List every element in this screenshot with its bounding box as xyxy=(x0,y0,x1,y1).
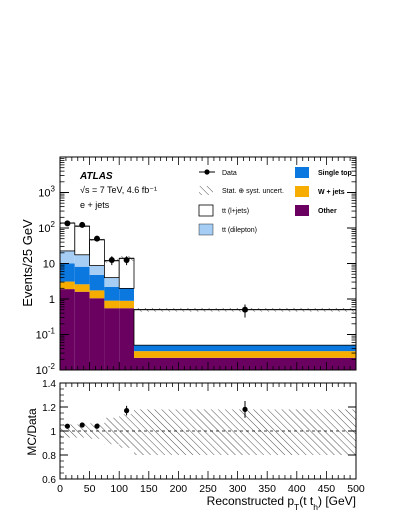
bar-w-jets-4 xyxy=(119,300,134,309)
ratio-point-2 xyxy=(94,423,100,429)
x-tick-label-5: 250 xyxy=(199,483,217,495)
ratio-point-4 xyxy=(242,406,248,412)
energy-label: √s = 7 TeV, 4.6 fb⁻¹ xyxy=(80,185,157,195)
bar-w-jets-3 xyxy=(104,300,120,309)
ratio-band-bin-1 xyxy=(74,424,90,438)
svg-text:W + jets: W + jets xyxy=(318,189,345,196)
legend-item-other: Other xyxy=(295,205,337,216)
bar-w-jets-5 xyxy=(134,351,356,358)
x-tick-label-9: 450 xyxy=(318,483,336,495)
bar-other-1 xyxy=(74,291,90,370)
svg-text:Other: Other xyxy=(318,208,337,215)
x-tick-label-10: 500 xyxy=(347,483,365,495)
stack-bars xyxy=(59,222,357,370)
ratio-y-axis: 0.6 0.8 1 1.2 1.4 xyxy=(42,379,356,486)
ratio-band-bin-3 xyxy=(104,417,120,445)
ratio-point-0 xyxy=(64,423,70,429)
bar-tt-l-jets--1 xyxy=(74,225,91,256)
channel-label: e + jets xyxy=(80,200,110,210)
bar-single-top-5 xyxy=(134,345,356,352)
legend-item-uncertainty: Stat. ⊕ syst. uncert. xyxy=(199,186,284,195)
bar-tt-dilepton--3 xyxy=(104,277,120,287)
bar-single-top-4 xyxy=(119,288,134,301)
svg-text:Stat. ⊕ syst. uncert.: Stat. ⊕ syst. uncert. xyxy=(222,188,284,195)
ratio-y-tick-label-2: 1 xyxy=(50,427,56,438)
legend-item-data: Data xyxy=(199,169,237,177)
ratio-points xyxy=(64,401,248,429)
bar-tt-l-jets--5 xyxy=(133,309,357,346)
bar-other-2 xyxy=(89,298,105,370)
y-tick-label-2: 1 xyxy=(49,294,55,306)
x-tick-label-1: 50 xyxy=(84,483,96,495)
svg-text:tt (dilepton): tt (dilepton) xyxy=(222,227,257,234)
ratio-x-axis: 0 50 100 150 200 250 300 350 400 450 500 xyxy=(57,383,365,495)
data-point-1 xyxy=(79,221,86,228)
data-points xyxy=(64,220,248,318)
ratio-point-1 xyxy=(79,422,85,428)
y-tick-label-0: 10-2 xyxy=(36,362,56,377)
data-point-5 xyxy=(242,306,248,313)
bar-other-4 xyxy=(119,308,134,370)
y-tick-label-1: 10-1 xyxy=(36,327,56,342)
bar-single-top-3 xyxy=(104,286,120,301)
svg-text:Single top: Single top xyxy=(318,170,352,177)
ratio-plot: 0.6 0.8 1 1.2 1.4 0 50 100 150 200 250 300 350 400 45… xyxy=(25,379,365,512)
legend-item-single-top: Single top xyxy=(295,167,352,178)
svg-text:tt (l+jets): tt (l+jets) xyxy=(222,208,249,215)
main-y-label: Events/25 GeV xyxy=(20,219,35,307)
ratio-band xyxy=(60,409,356,455)
svg-text:Data: Data xyxy=(222,170,237,177)
bar-other-5 xyxy=(134,357,356,370)
ratio-y-tick-label-0: 0.6 xyxy=(42,475,56,486)
x-tick-label-4: 200 xyxy=(170,483,188,495)
ratio-y-tick-label-3: 1.2 xyxy=(42,403,56,414)
legend-item-tt-ljets: tt (l+jets) xyxy=(198,204,249,217)
bar-other-0 xyxy=(60,289,75,370)
ratio-y-tick-label-4: 1.4 xyxy=(42,379,56,390)
x-tick-label-6: 300 xyxy=(229,483,247,495)
x-axis-label: Reconstructed pT(t th) [GeV] xyxy=(207,494,356,512)
bar-w-jets-0 xyxy=(60,281,75,290)
bar-tt-dilepton--2 xyxy=(89,265,105,275)
bar-single-top-0 xyxy=(60,263,75,282)
bar-single-top-2 xyxy=(89,274,105,291)
main-plot: 10-2 10-1 1 10 102 103 Events/25 GeV ATLAS √s… xyxy=(20,156,357,377)
x-tick-label-3: 150 xyxy=(140,483,158,495)
bar-other-3 xyxy=(104,308,120,370)
y-tick-label-5: 103 xyxy=(38,185,55,200)
bar-single-top-1 xyxy=(74,266,90,285)
bar-w-jets-1 xyxy=(74,284,90,292)
x-tick-label-8: 400 xyxy=(288,483,306,495)
main-x-ticks xyxy=(59,157,357,370)
data-point-2 xyxy=(94,235,100,242)
legend-item-tt-dilepton: tt (dilepton) xyxy=(198,223,257,236)
bar-tt-dilepton--0 xyxy=(60,250,75,264)
legend-item-wjets: W + jets xyxy=(295,186,345,197)
x-tick-label-2: 100 xyxy=(110,483,128,495)
atlas-label: ATLAS xyxy=(79,171,113,182)
bar-w-jets-2 xyxy=(89,290,105,299)
x-tick-label-0: 0 xyxy=(57,483,63,495)
bar-tt-dilepton--1 xyxy=(74,254,90,267)
y-tick-label-4: 102 xyxy=(38,220,55,235)
data-point-0 xyxy=(64,220,71,227)
ratio-point-3 xyxy=(124,408,130,414)
ratio-y-label: MC/Data xyxy=(25,408,39,456)
bar-tt-l-jets--2 xyxy=(89,239,105,266)
data-point-4 xyxy=(123,257,130,264)
x-tick-label-7: 350 xyxy=(258,483,276,495)
ratio-y-tick-label-1: 0.8 xyxy=(42,451,56,462)
data-point-3 xyxy=(108,257,115,264)
legend: Data Stat. ⊕ syst. uncert. tt (l+jets) t… xyxy=(198,167,352,236)
y-tick-label-3: 10 xyxy=(43,259,55,271)
